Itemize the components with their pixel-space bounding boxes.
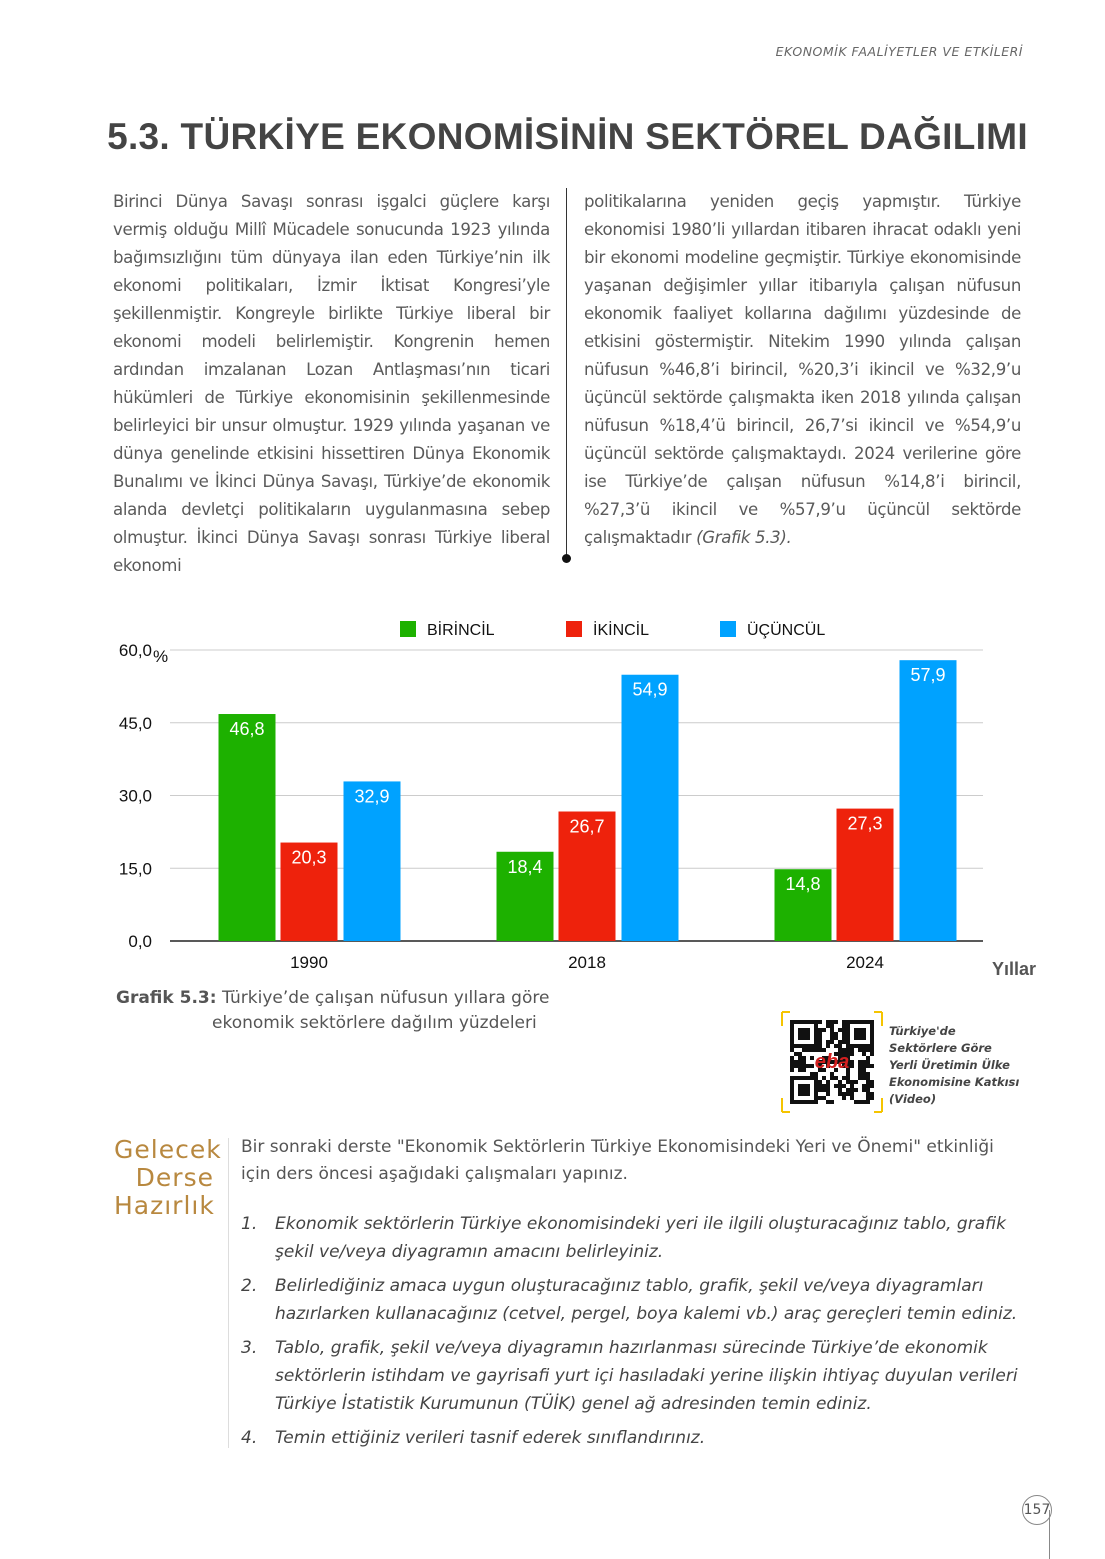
- prep-heading-line: Gelecek: [114, 1135, 222, 1164]
- qr-caption: Türkiye'de Sektörlere Göre Yerli Üretimi…: [889, 1023, 1019, 1108]
- data-label: 54,9: [632, 680, 667, 700]
- x-axis-label: Yıllar: [992, 959, 1036, 979]
- bar-i̇ki̇nci̇l: [280, 842, 338, 941]
- y-tick-label: 0,0: [128, 932, 152, 951]
- legend-label: İKİNCİL: [593, 620, 649, 639]
- caption-label: Grafik 5.3:: [116, 988, 217, 1008]
- x-tick-label: 1990: [290, 953, 328, 972]
- legend-label: BİRİNCİL: [427, 620, 495, 639]
- bar-üçüncül: [343, 781, 401, 941]
- data-label: 14,8: [785, 874, 820, 894]
- qr-caption-line: Sektörlere Göre: [889, 1041, 992, 1055]
- prep-list: 1. Ekonomik sektörlerin Türkiye ekonomisi…: [241, 1210, 1026, 1458]
- body-text-right: politikalarına yeniden geçiş yapmıştır. …: [584, 188, 1021, 552]
- bar-bi̇ri̇nci̇l: [774, 869, 832, 941]
- legend-swatch: [720, 621, 736, 637]
- page-number: 157: [1022, 1495, 1052, 1525]
- y-tick-label: 30,0: [119, 787, 152, 806]
- bar-bi̇ri̇nci̇l: [496, 851, 554, 941]
- qr-caption-line: (Video): [889, 1092, 937, 1106]
- prep-intro: Bir sonraki derste "Ekonomik Sektörlerin…: [241, 1137, 994, 1184]
- divider-dot: [562, 554, 571, 563]
- list-item: 1. Ekonomik sektörlerin Türkiye ekonomisi…: [241, 1210, 1026, 1266]
- caption-line-2: ekonomik sektörlere dağılım yüzdeleri: [212, 1013, 537, 1033]
- list-number: 3.: [241, 1338, 258, 1358]
- bar-üçüncül: [621, 674, 679, 941]
- y-unit: %: [153, 647, 168, 666]
- legend-swatch: [566, 621, 582, 637]
- prep-divider: [228, 1138, 229, 1448]
- list-item: 4. Temin ettiğiniz verileri tasnif ederek…: [241, 1424, 1026, 1452]
- list-text: Tablo, grafik, şekil ve/veya diyagramın …: [275, 1338, 1018, 1414]
- data-label: 46,8: [229, 719, 264, 739]
- prep-heading-line: Hazırlık: [114, 1191, 215, 1220]
- list-number: 2.: [241, 1276, 258, 1296]
- page-number-line: [1049, 1510, 1050, 1559]
- data-label: 27,3: [847, 814, 882, 834]
- list-text: Belirlediğiniz amaca uygun oluşturacağın…: [275, 1276, 1018, 1324]
- bar-üçüncül: [899, 660, 957, 941]
- bar-bi̇ri̇nci̇l: [218, 714, 276, 941]
- legend-label: ÜÇÜNCÜL: [747, 621, 825, 639]
- list-item: 2. Belirlediğiniz amaca uygun oluşturacağ…: [241, 1272, 1026, 1328]
- column-divider: [566, 188, 567, 556]
- data-label: 32,9: [354, 786, 389, 806]
- list-number: 4.: [241, 1428, 258, 1448]
- list-item: 3. Tablo, grafik, şekil ve/veya diyagramı…: [241, 1334, 1026, 1418]
- prep-heading: Gelecek Derse Hazırlık: [114, 1135, 222, 1220]
- list-number: 1.: [241, 1214, 258, 1234]
- prep-heading-line: Derse: [135, 1163, 214, 1192]
- list-text: Temin ettiğiniz verileri tasnif ederek s…: [275, 1428, 706, 1448]
- list-text: Ekonomik sektörlerin Türkiye ekonomisind…: [275, 1214, 1006, 1262]
- figure-caption: Grafik 5.3: Türkiye’de çalışan nüfusun y…: [116, 986, 549, 1036]
- qr-caption-line: Ekonomisine Katkısı: [889, 1075, 1020, 1089]
- eba-logo: eba: [815, 1051, 849, 1073]
- bar-i̇ki̇nci̇l: [836, 808, 894, 941]
- data-label: 20,3: [291, 848, 326, 868]
- legend-swatch: [400, 621, 416, 637]
- y-tick-label: 60,0: [119, 641, 152, 660]
- page-title: 5.3. TÜRKİYE EKONOMİSİNİN SEKTÖREL DAĞIL…: [107, 116, 1028, 157]
- body-text-left: Birinci Dünya Savaşı sonrası işgalci güç…: [113, 192, 550, 575]
- qr-caption-line: Türkiye'de: [889, 1024, 956, 1038]
- body-text-right-main: politikalarına yeniden geçiş yapmıştır. …: [584, 192, 1021, 547]
- data-label: 18,4: [507, 857, 542, 877]
- caption-line-1: Türkiye’de çalışan nüfusun yıllara göre: [221, 988, 550, 1008]
- running-header: EKONOMİK FAALİYETLER VE ETKİLERİ: [775, 44, 1023, 59]
- data-label: 57,9: [910, 665, 945, 685]
- qr-caption-line: Yerli Üretimin Ülke: [889, 1058, 1010, 1072]
- data-label: 26,7: [569, 817, 604, 837]
- bar-i̇ki̇nci̇l: [558, 811, 616, 941]
- y-tick-label: 15,0: [119, 859, 152, 878]
- qr-code[interactable]: eba: [780, 1010, 884, 1114]
- x-tick-label: 2024: [846, 953, 884, 972]
- figure-reference: (Grafik 5.3).: [696, 528, 792, 547]
- bar-chart: 0,0 15,0 30,0 45,0 60,0 % 1990 46,8 20,3 32,9 2018…: [119, 620, 1036, 979]
- x-tick-label: 2018: [568, 953, 606, 972]
- y-tick-label: 45,0: [119, 714, 152, 733]
